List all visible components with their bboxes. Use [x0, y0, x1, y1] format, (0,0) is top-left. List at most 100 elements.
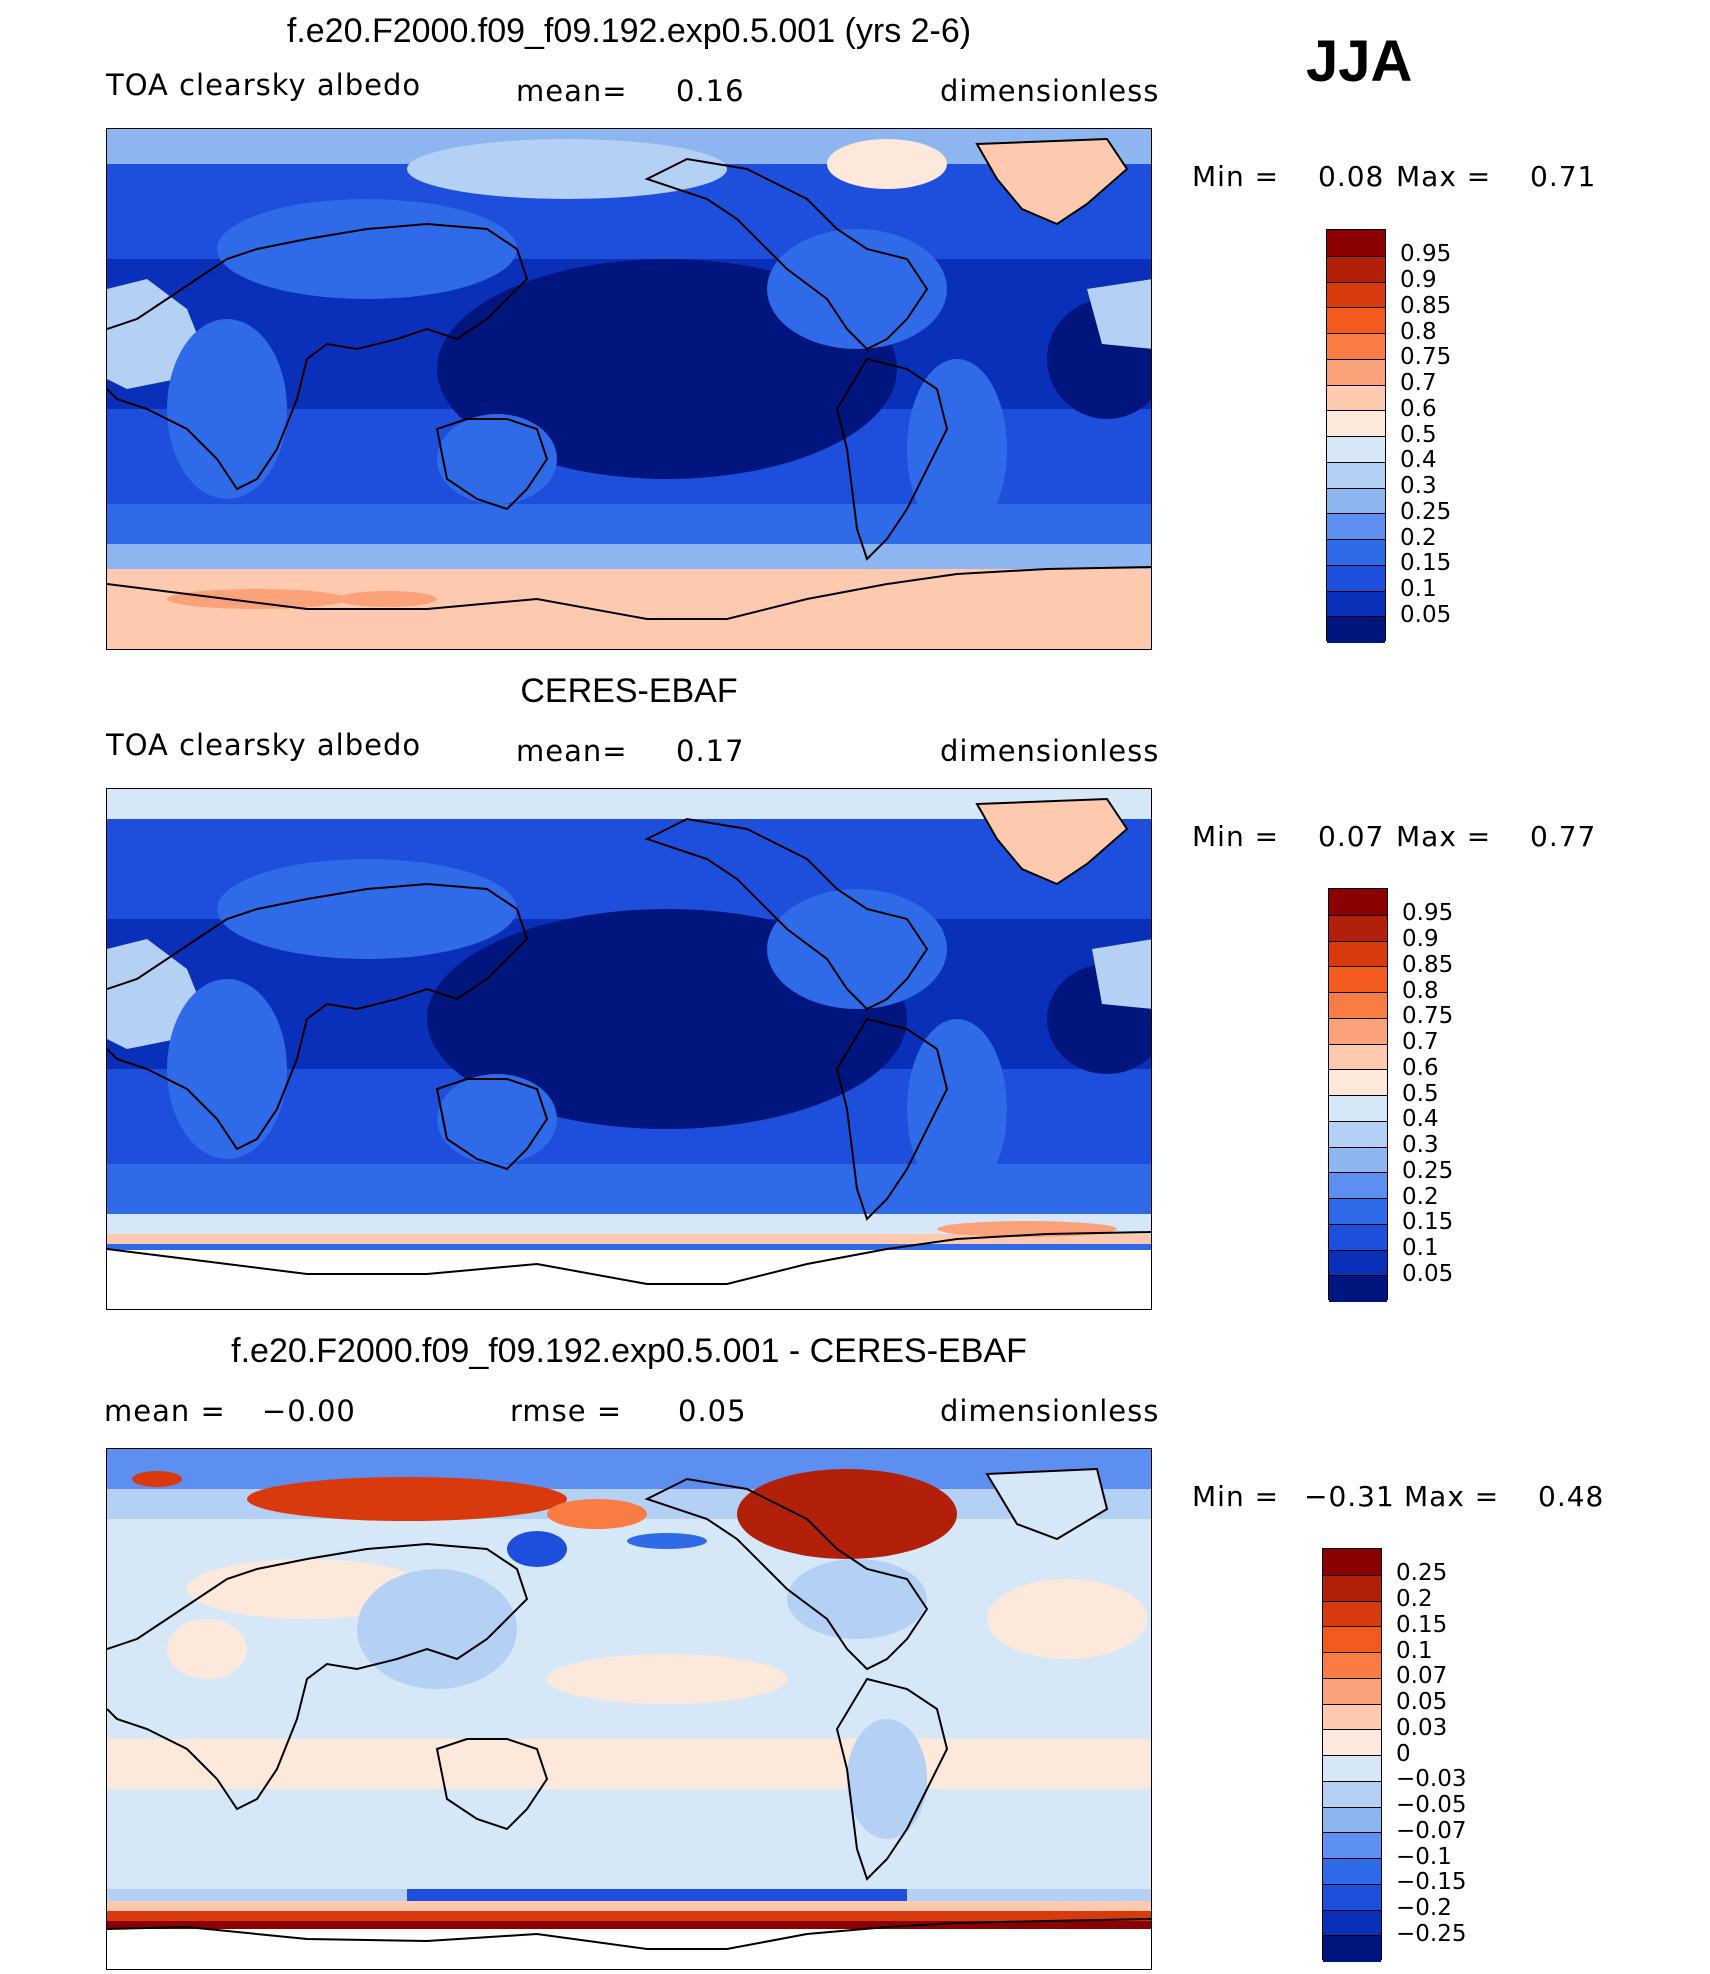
- colorbar-segment: [1327, 255, 1385, 283]
- colorbar-segment: [1323, 1858, 1381, 1885]
- panel-3-max-value: 0.48: [1538, 1480, 1605, 1513]
- panel-2-max-label: Max =: [1396, 820, 1492, 853]
- colorbar-segment: [1329, 1095, 1387, 1122]
- panel-3-rmse-value: 0.05: [678, 1394, 747, 1428]
- panel-1-max-label: Max =: [1396, 160, 1492, 193]
- colorbar-segment: [1323, 1626, 1381, 1653]
- colorbar-segment: [1323, 1832, 1381, 1859]
- colorbar-label: 0.25: [1396, 1560, 1448, 1587]
- colorbar-label: 0.07: [1396, 1663, 1448, 1690]
- panel-2-variable-label: TOA clearsky albedo: [106, 728, 422, 762]
- panel-3-min-label: Min =: [1192, 1480, 1280, 1513]
- colorbar-segment: [1327, 513, 1385, 540]
- colorbar-label: −0.07: [1396, 1817, 1467, 1844]
- panel-2-units-label: dimensionless: [940, 734, 1160, 768]
- colorbar-segment: [1329, 992, 1387, 1019]
- colorbar-label: 0.75: [1400, 344, 1452, 371]
- colorbar-segment: [1329, 1223, 1387, 1251]
- colorbar-segment: [1327, 461, 1385, 489]
- colorbar-label: 0.9: [1402, 926, 1439, 952]
- panel-3-map-svg: [107, 1449, 1151, 1969]
- colorbar-label: 0.6: [1402, 1054, 1439, 1081]
- colorbar-label: 0.5: [1402, 1080, 1439, 1107]
- colorbar-segment: [1327, 307, 1385, 334]
- colorbar-segment: [1329, 940, 1387, 968]
- colorbar-segment: [1327, 616, 1385, 643]
- panel-2-mean-label: mean=: [516, 734, 628, 768]
- colorbar-label: −0.05: [1396, 1792, 1467, 1818]
- colorbar-segment: [1323, 1806, 1381, 1834]
- panel-3-units-label: dimensionless: [940, 1394, 1160, 1428]
- colorbar-label: 0.4: [1400, 447, 1437, 474]
- colorbar-segment: [1323, 1909, 1381, 1937]
- colorbar-box: [1326, 229, 1386, 643]
- colorbar-label: 0.05: [1402, 1260, 1454, 1287]
- colorbar-segment: [1323, 1883, 1381, 1911]
- colorbar-segment: [1327, 384, 1385, 412]
- colorbar-label: 0.2: [1400, 524, 1437, 551]
- colorbar-label: −0.15: [1396, 1869, 1467, 1896]
- colorbar-label: 0.15: [1396, 1611, 1448, 1638]
- colorbar-segment: [1323, 1729, 1381, 1756]
- colorbar-label: 0.3: [1402, 1132, 1439, 1158]
- colorbar-segment: [1323, 1677, 1381, 1705]
- colorbar-segment: [1327, 358, 1385, 386]
- colorbar-segment: [1327, 590, 1385, 618]
- panel-1-map: [106, 128, 1152, 650]
- colorbar-segment: [1329, 966, 1387, 993]
- colorbar-label: 0.7: [1400, 370, 1437, 396]
- colorbar-segment: [1323, 1703, 1381, 1731]
- colorbar-segment: [1329, 1275, 1387, 1302]
- colorbar-segment: [1329, 914, 1387, 942]
- colorbar-segment: [1329, 1249, 1387, 1277]
- colorbar-label: 0.05: [1400, 601, 1452, 628]
- colorbar-segment: [1323, 1549, 1381, 1576]
- colorbar-segment: [1327, 281, 1385, 309]
- colorbar-label: 0.25: [1400, 498, 1452, 525]
- panel-2-min-value: 0.07: [1318, 820, 1385, 853]
- colorbar-label: 0.15: [1400, 550, 1452, 577]
- panel-3-mean-value: −0.00: [262, 1394, 356, 1428]
- colorbar-label: 0.8: [1402, 977, 1439, 1004]
- colorbar-label: 0.03: [1396, 1714, 1448, 1741]
- colorbar-label: 0.95: [1400, 241, 1452, 268]
- colorbar-segment: [1327, 230, 1385, 257]
- panel-1-mean-value: 0.16: [676, 74, 745, 108]
- colorbar-segment: [1329, 1069, 1387, 1096]
- panel-3-max-label: Max =: [1404, 1480, 1500, 1513]
- colorbar-label: 0.4: [1402, 1106, 1439, 1133]
- colorbar-segment: [1323, 1652, 1381, 1679]
- panel-1-max-value: 0.71: [1530, 160, 1597, 193]
- colorbar-label: −0.2: [1396, 1895, 1452, 1921]
- colorbar-label: 0.25: [1402, 1157, 1454, 1184]
- panel-1-min-value: 0.08: [1318, 160, 1385, 193]
- panel-1-variable-label: TOA clearsky albedo: [106, 68, 422, 102]
- colorbar-segment: [1327, 564, 1385, 592]
- colorbar-label: 0.1: [1400, 576, 1437, 602]
- colorbar-label: 0.2: [1402, 1183, 1439, 1210]
- colorbar-label: −0.1: [1396, 1843, 1452, 1870]
- colorbar-segment: [1329, 1120, 1387, 1148]
- colorbar-label: 0.5: [1400, 421, 1437, 448]
- colorbar-label: 0.1: [1402, 1235, 1439, 1261]
- colorbar-segment: [1327, 410, 1385, 437]
- colorbar-box: [1328, 888, 1388, 1302]
- season-label: JJA: [1306, 29, 1413, 94]
- colorbar-label: 0: [1396, 1740, 1411, 1767]
- panel-3-min-value: −0.31: [1304, 1480, 1395, 1513]
- colorbar-segment: [1329, 1017, 1387, 1045]
- colorbar-segment: [1323, 1600, 1381, 1628]
- colorbar-label: 0.1: [1396, 1637, 1433, 1664]
- panel-2-mean-value: 0.17: [676, 734, 745, 768]
- panel-1-min-label: Min =: [1192, 160, 1280, 193]
- colorbar-label: 0.95: [1402, 900, 1454, 927]
- panel-3-mean-label: mean =: [104, 1394, 226, 1428]
- colorbar-label: 0.2: [1396, 1586, 1433, 1612]
- colorbar-label: 0.05: [1396, 1689, 1448, 1715]
- colorbar-segment: [1327, 436, 1385, 463]
- colorbar-segment: [1327, 539, 1385, 566]
- colorbar-segment: [1329, 889, 1387, 916]
- panel-3-map: [106, 1448, 1152, 1970]
- panel-1-title: f.e20.F2000.f09_f09.192.exp0.5.001 (yrs …: [286, 12, 972, 50]
- panel-1-mean-label: mean=: [516, 74, 628, 108]
